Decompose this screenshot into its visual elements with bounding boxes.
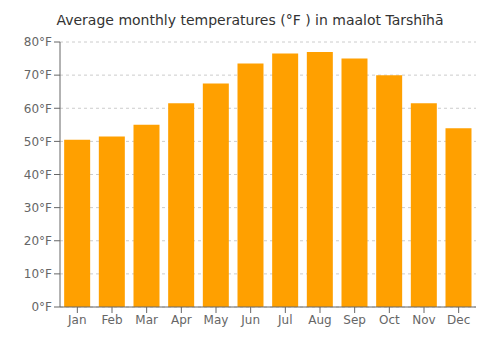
- svg-text:80°F: 80°F: [24, 35, 52, 49]
- svg-text:0°F: 0°F: [31, 300, 52, 314]
- svg-text:Apr: Apr: [171, 313, 192, 327]
- svg-text:10°F: 10°F: [24, 267, 52, 281]
- svg-text:Nov: Nov: [412, 313, 435, 327]
- svg-text:70°F: 70°F: [24, 68, 52, 82]
- svg-text:Oct: Oct: [379, 313, 400, 327]
- svg-text:60°F: 60°F: [24, 102, 52, 116]
- svg-text:Jan: Jan: [67, 313, 87, 327]
- svg-text:Dec: Dec: [447, 313, 470, 327]
- svg-text:20°F: 20°F: [24, 234, 52, 248]
- svg-text:Jun: Jun: [240, 313, 260, 327]
- svg-text:Jul: Jul: [277, 313, 292, 327]
- svg-text:Mar: Mar: [135, 313, 158, 327]
- svg-text:Aug: Aug: [308, 313, 331, 327]
- svg-text:30°F: 30°F: [24, 201, 52, 215]
- svg-text:Sep: Sep: [343, 313, 366, 327]
- svg-text:50°F: 50°F: [24, 135, 52, 149]
- svg-text:Feb: Feb: [101, 313, 122, 327]
- html-text:Average monthly temperatures (: Average monthly temperatures (°F ) in ma…: [56, 12, 444, 28]
- svg-text:40°F: 40°F: [24, 168, 52, 182]
- svg-text:May: May: [204, 313, 229, 327]
